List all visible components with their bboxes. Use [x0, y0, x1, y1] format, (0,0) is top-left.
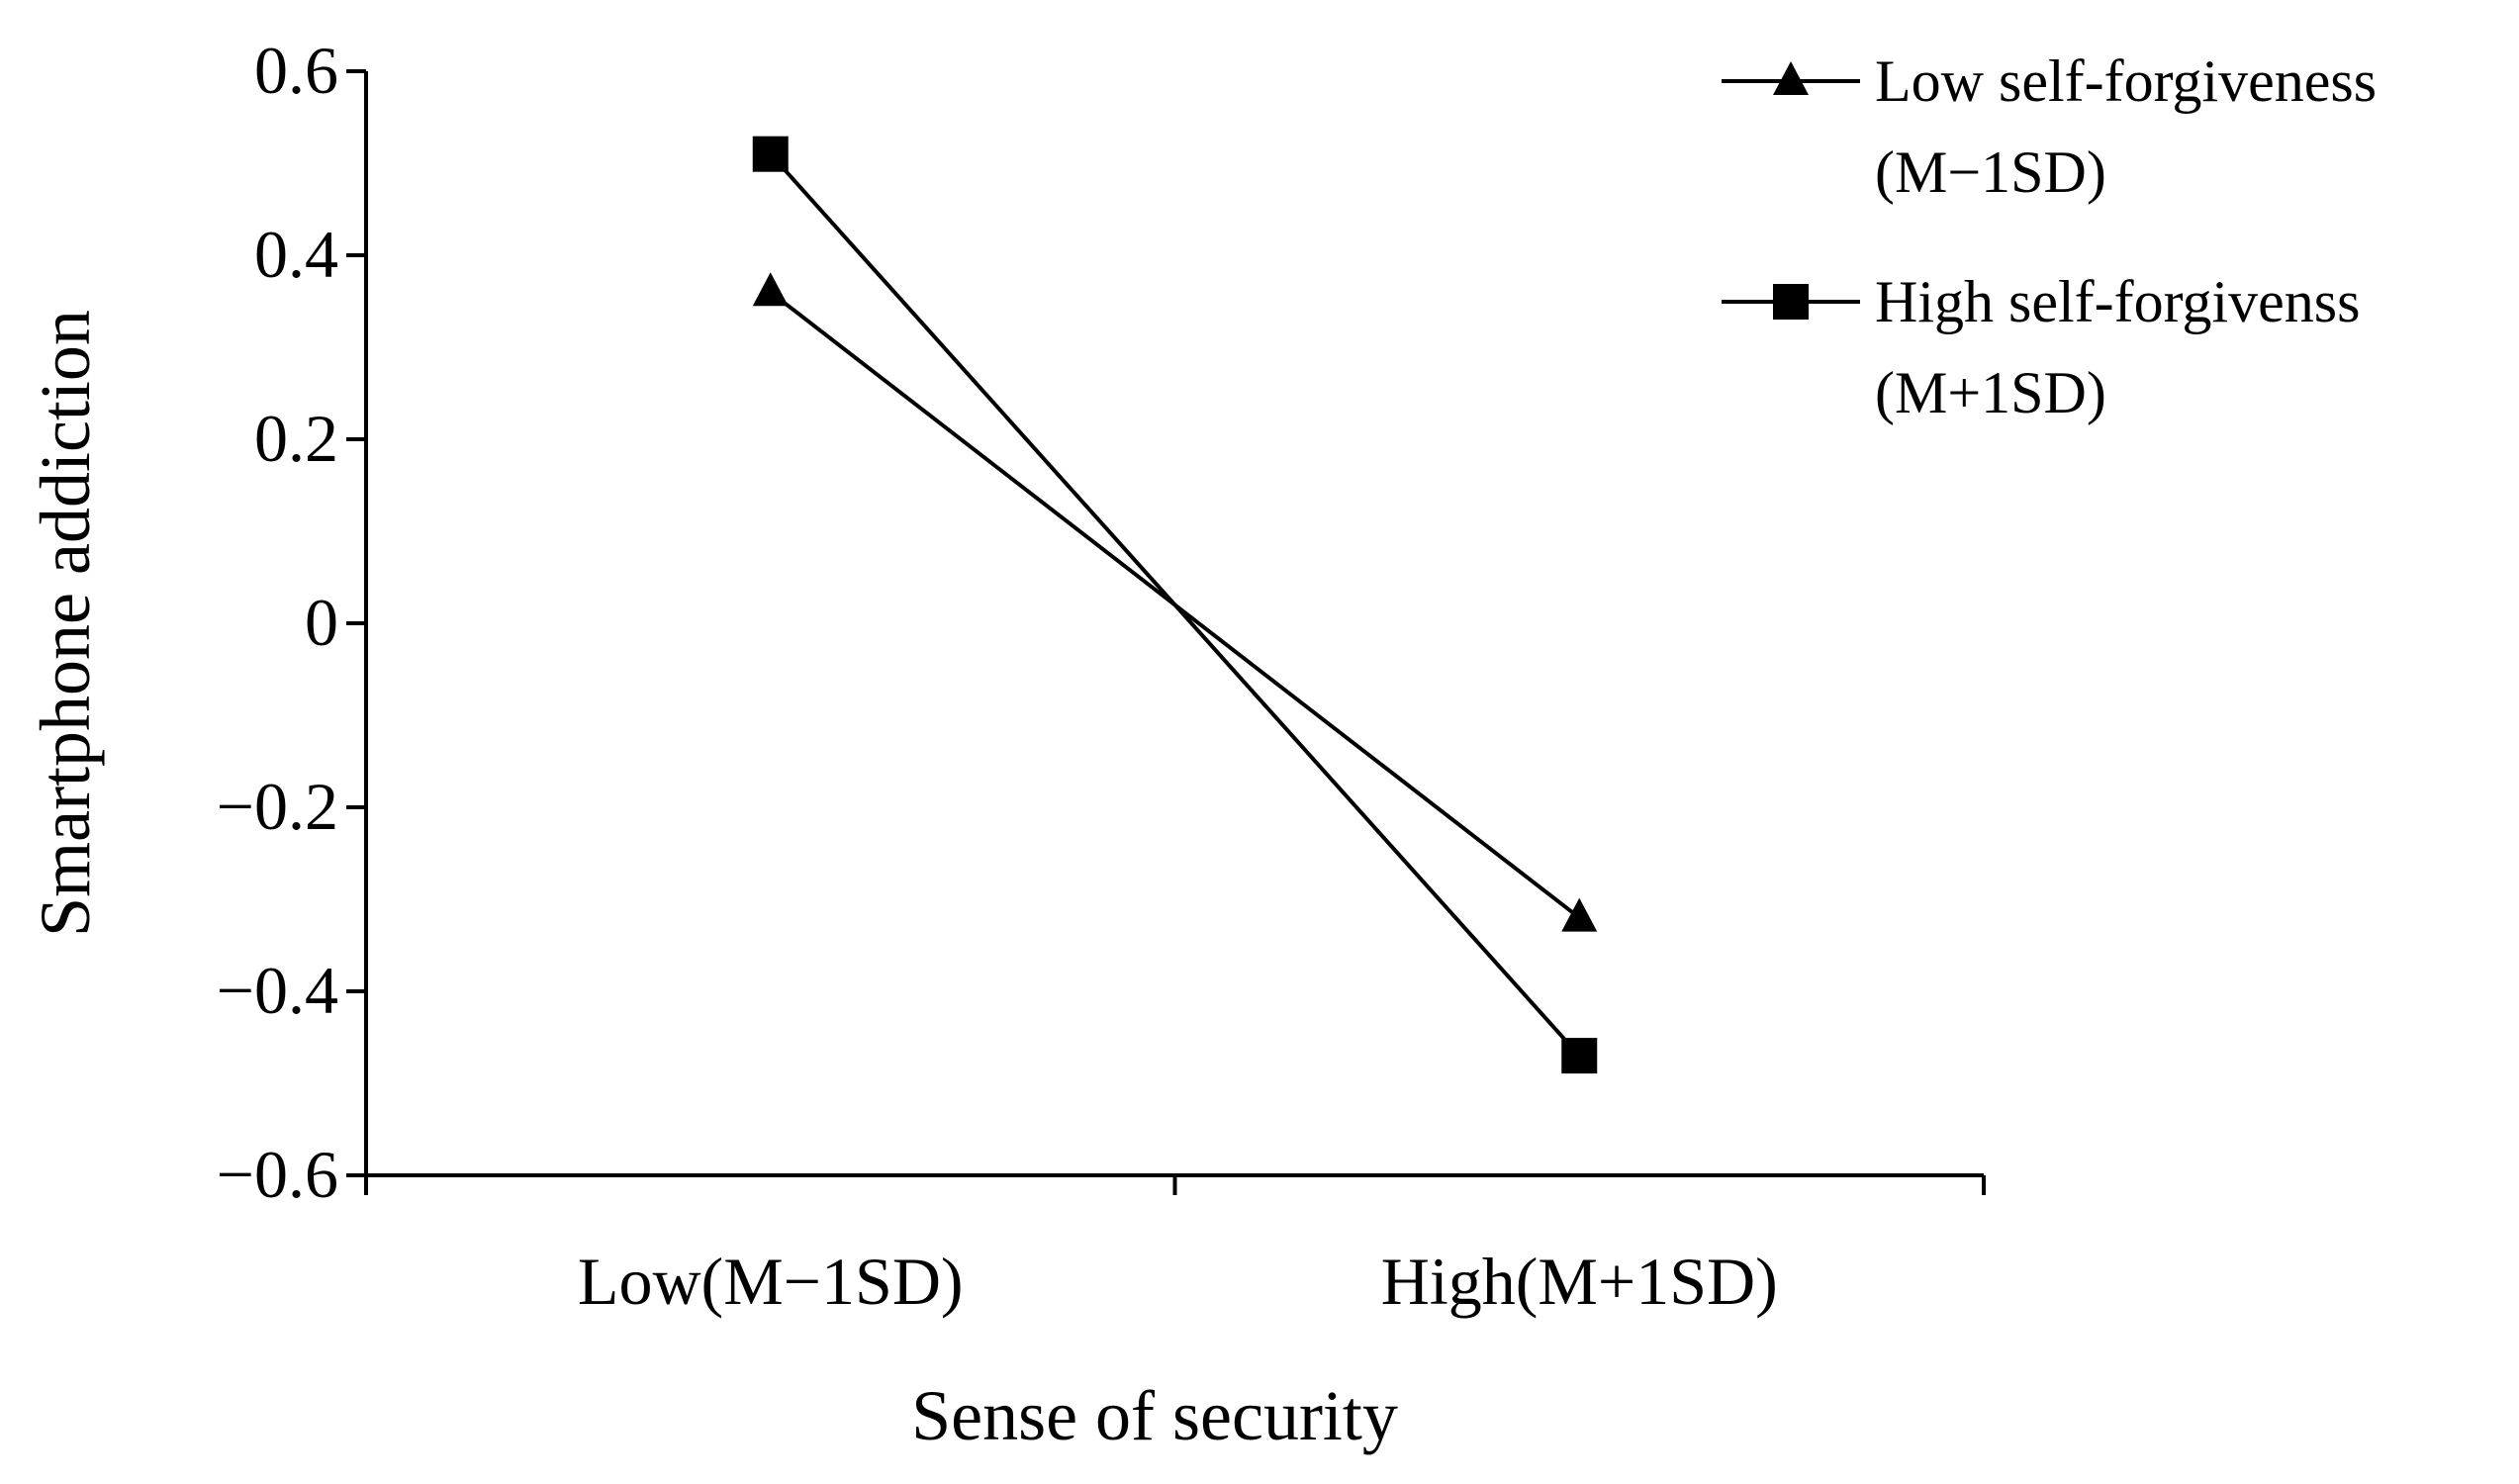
x-tick-label: High(M+1SD): [1381, 1244, 1778, 1319]
legend-label: Low self-forgiveness: [1875, 48, 2377, 114]
y-tick-label: 0: [305, 585, 338, 660]
data-point-square: [752, 136, 789, 172]
x-axis-title: Sense of security: [911, 1376, 1398, 1455]
legend-label: (M+1SD): [1875, 360, 2106, 425]
legend-label: (M−1SD): [1875, 139, 2106, 205]
data-point-triangle: [752, 272, 789, 307]
y-tick-label: −0.4: [217, 953, 338, 1028]
legend-marker-triangle: [1773, 61, 1809, 95]
y-tick-label: 0.6: [254, 33, 338, 108]
legend-marker-square: [1773, 284, 1809, 320]
y-axis-title: Smartphone addiction: [26, 310, 105, 937]
data-point-triangle: [1561, 897, 1598, 932]
y-tick-label: 0.4: [254, 217, 338, 292]
y-tick-label: 0.2: [254, 401, 338, 476]
legend-label: High self-forgivenss: [1875, 269, 2361, 334]
y-tick-label: −0.6: [217, 1137, 338, 1212]
y-tick-label: −0.2: [217, 769, 338, 844]
plot-area: 0.6 0.4 0.2 0 −0.2 −0.4 −0.6 Low(M−1SD) High(M+1…: [217, 33, 2377, 1319]
data-point-square: [1561, 1038, 1598, 1074]
series-line-high-self-forgiveness: [769, 152, 1581, 1058]
x-tick-label: Low(M−1SD): [578, 1244, 964, 1319]
